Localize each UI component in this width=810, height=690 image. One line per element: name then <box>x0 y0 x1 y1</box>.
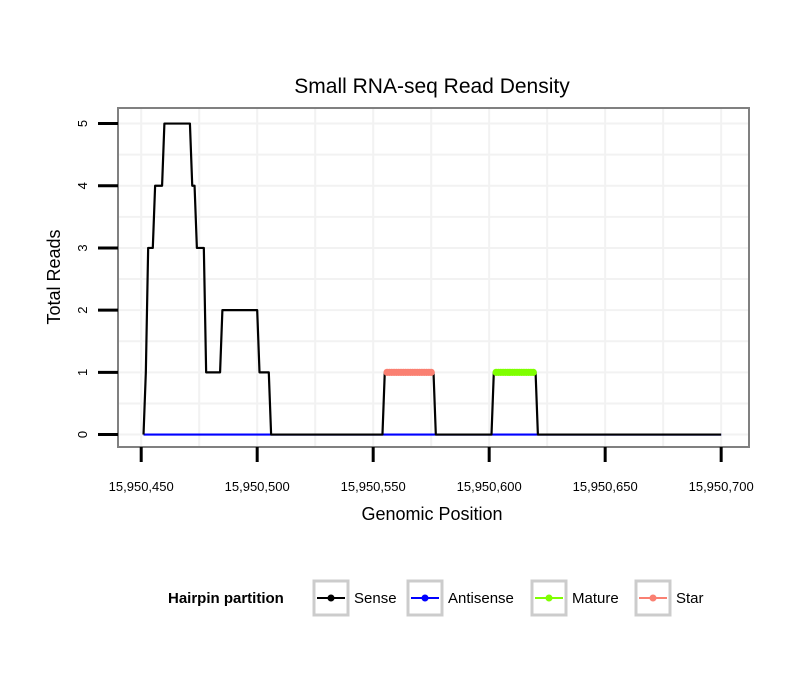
series-sense-line <box>142 122 722 436</box>
chart-title: Small RNA-seq Read Density <box>294 75 570 98</box>
series-layer <box>142 122 722 436</box>
x-tick-label: 15,950,550 <box>341 479 406 494</box>
legend-label-star: Star <box>676 590 704 607</box>
y-tick-label: 5 <box>75 120 90 127</box>
y-tick-label: 2 <box>75 307 90 314</box>
legend-key-point <box>545 594 553 602</box>
x-tick-label: 15,950,450 <box>109 479 174 494</box>
legend-key-point <box>327 594 335 602</box>
legend-label-antisense: Antisense <box>448 590 514 607</box>
x-tick-label: 15,950,600 <box>457 479 522 494</box>
series-mature-point <box>529 368 537 376</box>
legend-label-mature: Mature <box>572 590 619 607</box>
y-tick-label: 1 <box>75 369 90 376</box>
plot-panel <box>117 107 750 448</box>
x-tick-label: 15,950,500 <box>225 479 290 494</box>
legend-key-point <box>421 594 429 602</box>
y-axis-title: Total Reads <box>44 229 64 324</box>
x-tick-label: 15,950,700 <box>689 479 754 494</box>
series-star-point <box>427 368 435 376</box>
legend: Hairpin partition Sense Antisense Mature St… <box>168 579 704 617</box>
axes: 15,950,450 15,950,500 15,950,550 15,950,600… <box>75 120 754 494</box>
x-axis-title: Genomic Position <box>361 504 502 524</box>
legend-key-point <box>649 594 657 602</box>
x-tick-label: 15,950,650 <box>573 479 638 494</box>
legend-label-sense: Sense <box>354 590 397 607</box>
legend-title: Hairpin partition <box>168 590 284 607</box>
y-tick-label: 0 <box>75 431 90 438</box>
y-tick-label: 4 <box>75 182 90 189</box>
y-tick-label: 3 <box>75 244 90 251</box>
